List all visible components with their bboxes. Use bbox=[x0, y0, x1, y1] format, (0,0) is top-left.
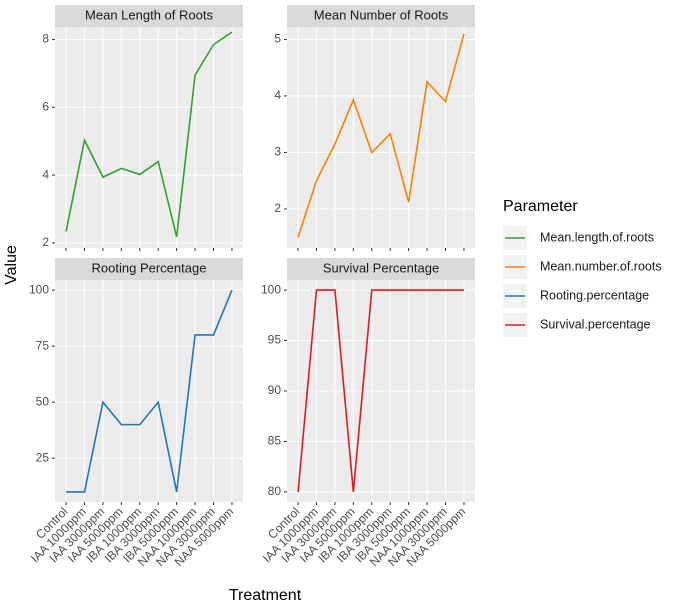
y-tick-label: 8 bbox=[42, 32, 49, 46]
y-tick-label: 90 bbox=[268, 383, 282, 397]
data-line bbox=[297, 33, 465, 238]
y-tick-label: 3 bbox=[274, 145, 281, 159]
y-tick-label: 50 bbox=[36, 394, 50, 408]
y-tick-label: 75 bbox=[36, 338, 50, 352]
y-tick-label: 6 bbox=[42, 100, 49, 114]
x-axis-title: Treatment bbox=[229, 587, 302, 604]
legend-label: Rooting.percentage bbox=[540, 288, 649, 302]
data-line bbox=[297, 289, 464, 492]
y-tick-label: 4 bbox=[274, 88, 281, 102]
y-tick-label: 85 bbox=[268, 434, 282, 448]
strip-title: Rooting Percentage bbox=[92, 260, 207, 275]
y-tick-label: 2 bbox=[42, 235, 49, 249]
strip bbox=[287, 258, 475, 280]
strip-title: Survival Percentage bbox=[323, 260, 439, 275]
legend-title: Parameter bbox=[503, 198, 578, 215]
y-tick-label: 4 bbox=[42, 167, 49, 181]
y-tick-label: 25 bbox=[36, 450, 50, 464]
strip bbox=[55, 5, 243, 27]
strip bbox=[55, 258, 243, 280]
legend-label: Survival.percentage bbox=[540, 317, 651, 331]
strip-title: Mean Length of Roots bbox=[85, 7, 213, 22]
data-line bbox=[66, 289, 233, 493]
panel-background bbox=[287, 27, 475, 248]
y-tick-label: 100 bbox=[261, 282, 281, 296]
legend-label: Mean.length.of.roots bbox=[540, 230, 654, 244]
y-tick-label: 2 bbox=[274, 201, 281, 215]
legend-label: Mean.number.of.roots bbox=[540, 259, 662, 273]
data-line bbox=[65, 31, 233, 238]
panel-background bbox=[55, 27, 243, 248]
y-axis-title: Value bbox=[3, 245, 20, 285]
y-tick-label: 5 bbox=[274, 32, 281, 46]
panel-background bbox=[55, 280, 243, 502]
y-tick-label: 80 bbox=[268, 484, 282, 498]
y-tick-label: 100 bbox=[29, 282, 49, 296]
y-tick-label: 95 bbox=[268, 333, 282, 347]
strip bbox=[287, 5, 475, 27]
strip-title: Mean Number of Roots bbox=[314, 7, 449, 22]
